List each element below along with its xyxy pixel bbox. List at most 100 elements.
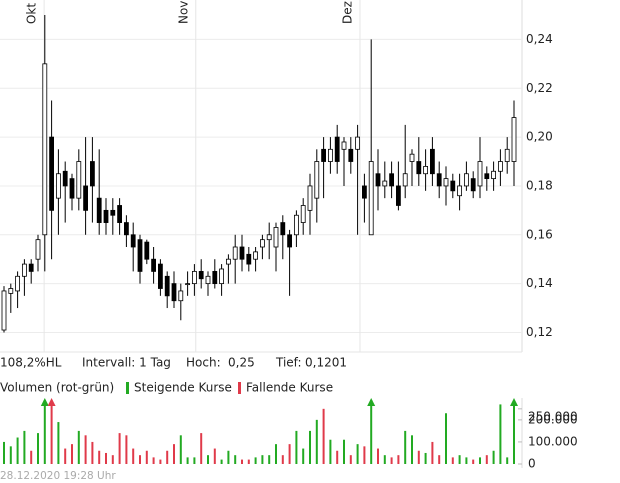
volume-bar [64, 448, 67, 464]
candle-body [15, 275, 21, 292]
volume-bar [30, 450, 33, 464]
volume-tick-label: 250.000 [528, 409, 578, 423]
candle-body [21, 263, 27, 277]
candle-body [144, 241, 150, 260]
volume-bar [50, 400, 53, 464]
volume-bar [397, 455, 400, 464]
volume-bar [370, 400, 373, 464]
candle-body [185, 283, 191, 286]
volume-bar [343, 439, 345, 464]
legend-up-swatch [126, 382, 129, 394]
candle-body [416, 161, 422, 175]
candle-body [293, 214, 299, 236]
volume-bar [173, 444, 175, 464]
candle-body [96, 197, 102, 223]
candle-body [171, 283, 177, 302]
volume-bar [465, 457, 468, 464]
candle-body [402, 173, 408, 187]
y-tick-label: 0,22 [526, 81, 553, 95]
x-tick-label: Nov [176, 1, 190, 24]
volume-bar [213, 448, 216, 464]
candle-body [219, 268, 225, 285]
candle-body [253, 251, 259, 260]
candle-body [191, 271, 197, 285]
candle-body [8, 288, 14, 294]
candle-body [28, 263, 34, 272]
high-label: Hoch: [186, 356, 221, 370]
volume-bar [472, 459, 475, 464]
candle-body [307, 185, 313, 211]
candle-body [178, 290, 184, 302]
volume-bar [23, 430, 26, 464]
volume-bar [315, 419, 318, 464]
volume-overflow-arrow [367, 398, 376, 406]
volume-bar [91, 441, 94, 464]
candle-body [504, 148, 510, 162]
volume-bar [431, 441, 434, 464]
volume-bar [451, 457, 454, 464]
candle-body [164, 275, 170, 297]
x-tick-label: Dez [340, 1, 354, 24]
volume-bar [37, 433, 39, 464]
volume-bar [288, 444, 291, 464]
candle-body [266, 234, 272, 241]
candle-body [314, 161, 320, 199]
candle-body [389, 173, 395, 187]
volume-bar [513, 400, 515, 464]
candle-body [103, 209, 109, 223]
candle-body [205, 275, 211, 285]
volume-bar [71, 444, 73, 464]
volume-bar [438, 455, 441, 464]
volume-bar [261, 455, 264, 464]
volume-bar [234, 455, 237, 464]
volume-bar [145, 450, 148, 464]
candle-body [198, 271, 204, 280]
volume-bar [159, 459, 162, 464]
volume-bar [16, 437, 19, 464]
candle-body [90, 161, 95, 187]
volume-tick-label: 0 [528, 457, 536, 471]
volume-bar [9, 446, 12, 464]
candle-body [497, 161, 503, 172]
candle-body [287, 234, 293, 248]
volume-bar [166, 450, 169, 464]
candle-body [239, 246, 245, 260]
volume-bar [506, 457, 509, 464]
legend-down-swatch [238, 382, 241, 394]
candle-body [463, 173, 469, 187]
candle-body [423, 166, 429, 175]
candle-body [484, 173, 490, 180]
volume-bar [132, 448, 135, 464]
candle-body [375, 173, 381, 187]
volume-bar [84, 435, 87, 464]
candle-body [280, 222, 286, 236]
candle-body [110, 209, 116, 216]
volume-overflow-arrow [47, 398, 56, 406]
volume-title: Volumen (rot-grün) [0, 381, 114, 395]
candle-body [395, 185, 401, 206]
volume-overflow-arrow [510, 398, 518, 406]
y-tick-label: 0,20 [526, 130, 553, 144]
candle-body [450, 180, 456, 192]
low-value: 0,1201 [305, 356, 347, 370]
volume-overflow-arrow [40, 398, 49, 406]
candle-body [42, 63, 48, 236]
candle-body [355, 136, 361, 150]
volume-bar [322, 408, 325, 464]
volume-bar [220, 459, 223, 464]
candle-body [62, 170, 68, 187]
y-tick-label: 0,16 [526, 227, 553, 241]
volume-bar [309, 430, 311, 464]
volume-bar [356, 444, 359, 464]
candle-body [69, 178, 75, 199]
volume-bar [499, 404, 502, 464]
candle-body [382, 180, 388, 187]
volume-bar [241, 459, 243, 464]
volume-bar [417, 450, 420, 464]
candle-body [130, 234, 136, 248]
legend-down: Fallende Kurse [246, 381, 333, 395]
candle-body [212, 271, 218, 285]
low-label: Tief: [275, 356, 302, 370]
candle-body [76, 161, 82, 199]
